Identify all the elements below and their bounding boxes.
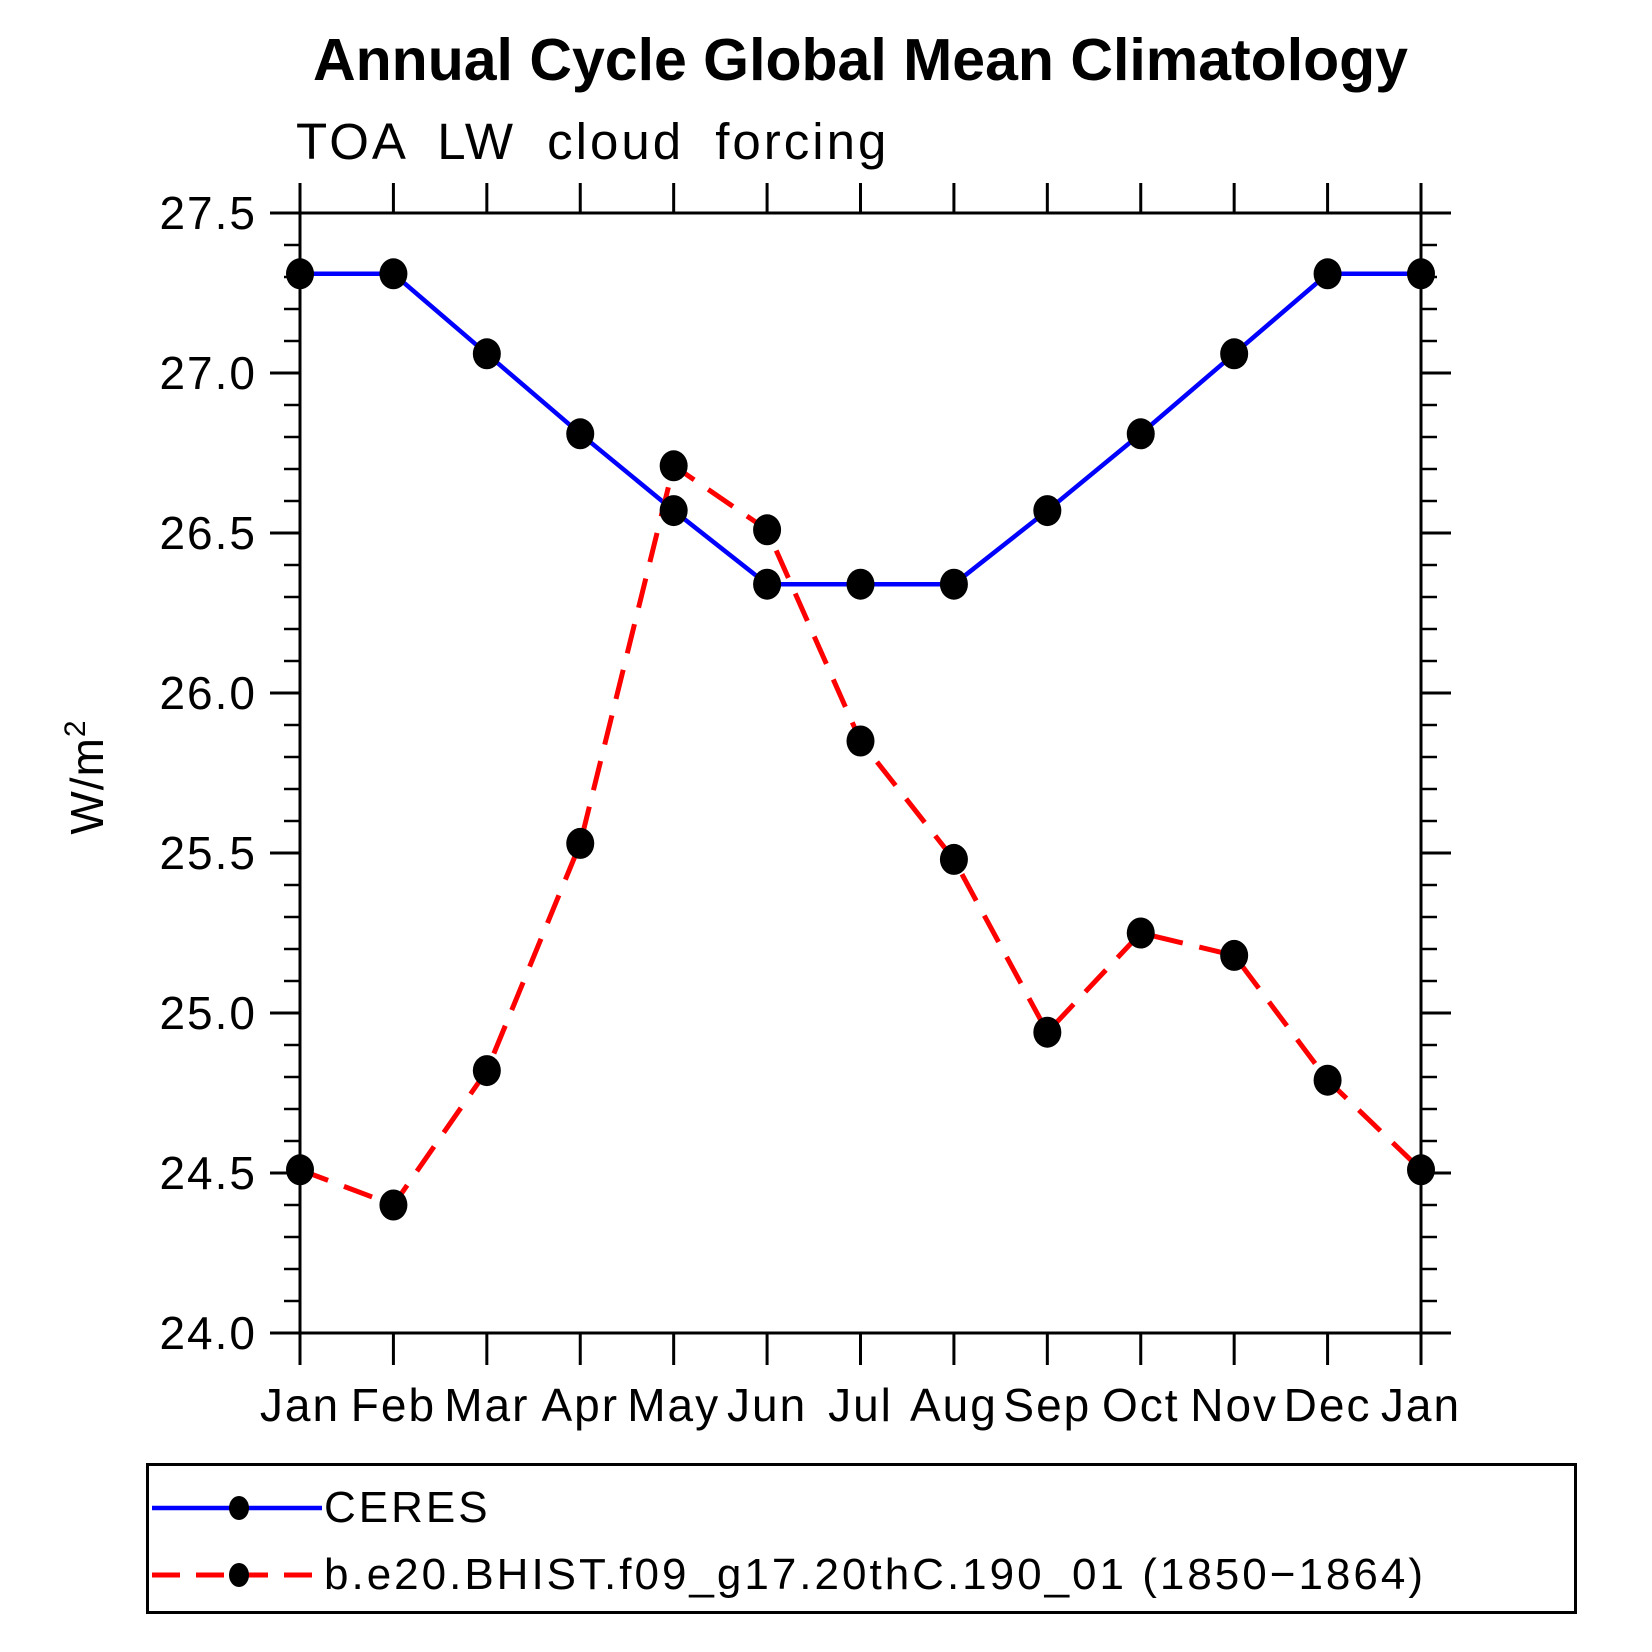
data-point-marker xyxy=(379,258,408,290)
data-point-marker xyxy=(939,568,968,600)
data-point-marker xyxy=(753,568,782,600)
legend-solid-line-sample xyxy=(152,1496,322,1520)
data-point-marker xyxy=(566,827,595,859)
legend-label: b.e20.BHIST.f09_g17.20thC.190_01 (1850−1… xyxy=(324,1550,1426,1599)
x-tick-label: Mar xyxy=(444,1379,529,1431)
data-point-marker xyxy=(939,843,968,875)
y-tick-label: 24.5 xyxy=(159,1147,257,1199)
y-tick-label: 24.0 xyxy=(159,1307,257,1359)
data-point-marker xyxy=(1126,418,1155,450)
y-tick-label: 25.0 xyxy=(159,987,257,1039)
chart-title: Annual Cycle Global Mean Climatology xyxy=(313,27,1408,93)
y-tick-label: 26.0 xyxy=(159,667,257,719)
data-point-marker xyxy=(1313,1064,1342,1096)
data-point-marker xyxy=(846,725,875,757)
data-point-marker xyxy=(1033,1016,1062,1048)
x-tick-label: Nov xyxy=(1190,1379,1278,1431)
legend-label: CERES xyxy=(324,1483,491,1532)
data-point-marker xyxy=(659,450,688,482)
data-point-marker xyxy=(1220,338,1249,370)
legend-marker-dot xyxy=(229,1563,249,1587)
legend: CERES b.e20.BHIST.f09_g17.20thC.190_01 (1… xyxy=(146,1463,1577,1614)
x-tick-label: Sep xyxy=(1003,1379,1091,1431)
legend-marker-dot xyxy=(229,1496,249,1520)
data-point-marker xyxy=(1313,258,1342,290)
data-point-marker xyxy=(1033,495,1062,527)
series-line-ceres xyxy=(300,271,1421,587)
x-tick-label: Oct xyxy=(1102,1379,1180,1431)
data-point-marker xyxy=(1220,939,1249,971)
data-point-marker xyxy=(753,514,782,546)
data-point-marker xyxy=(846,568,875,600)
data-point-marker xyxy=(286,258,314,290)
data-point-marker xyxy=(659,495,688,527)
x-tick-label: Jul xyxy=(828,1379,893,1431)
legend-dashed-line-sample xyxy=(152,1563,322,1587)
x-tick-label: Jan xyxy=(260,1379,340,1431)
data-point-marker xyxy=(472,1055,501,1087)
data-point-marker xyxy=(1407,258,1435,290)
x-tick-label: Apr xyxy=(541,1379,619,1431)
y-tick-label: 25.5 xyxy=(159,827,257,879)
data-point-marker xyxy=(1126,917,1155,949)
data-point-marker xyxy=(286,1154,314,1186)
chart-subtitle: TOA LW cloud forcing xyxy=(296,113,890,170)
data-point-marker xyxy=(472,338,501,370)
x-tick-label: Feb xyxy=(351,1379,436,1431)
legend-entry: CERES xyxy=(152,1483,491,1532)
data-point-marker xyxy=(566,418,595,450)
x-tick-label: May xyxy=(627,1379,720,1431)
y-axis-title: W/m2 xyxy=(59,719,113,834)
x-tick-label: Aug xyxy=(910,1379,998,1431)
y-tick-label: 27.5 xyxy=(159,187,257,239)
x-tick-label: Jan xyxy=(1381,1379,1461,1431)
y-tick-label: 26.5 xyxy=(159,507,257,559)
data-point-marker xyxy=(1407,1154,1435,1186)
x-tick-label: Jun xyxy=(727,1379,807,1431)
x-tick-label: Dec xyxy=(1284,1379,1372,1431)
y-tick-label: 27.0 xyxy=(159,347,257,399)
legend-entry: b.e20.BHIST.f09_g17.20thC.190_01 (1850−1… xyxy=(152,1550,1426,1599)
data-point-marker xyxy=(379,1189,408,1221)
plot-border xyxy=(298,211,1423,1335)
